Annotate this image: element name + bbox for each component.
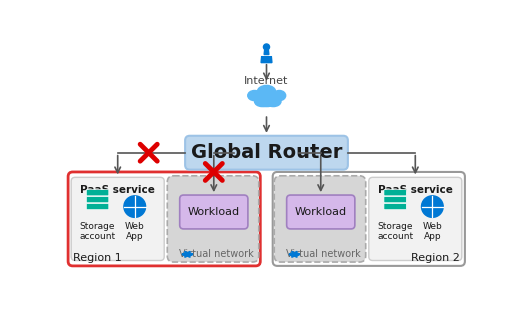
FancyBboxPatch shape bbox=[384, 204, 407, 210]
Ellipse shape bbox=[266, 96, 281, 107]
Polygon shape bbox=[264, 51, 269, 55]
Circle shape bbox=[293, 253, 295, 255]
FancyBboxPatch shape bbox=[274, 176, 366, 262]
Text: PaaS service: PaaS service bbox=[80, 185, 155, 195]
Text: Web
App: Web App bbox=[422, 222, 442, 241]
Circle shape bbox=[189, 253, 192, 255]
Circle shape bbox=[296, 253, 298, 255]
Text: Global Router: Global Router bbox=[191, 143, 342, 162]
Text: Internet: Internet bbox=[244, 76, 289, 86]
Ellipse shape bbox=[257, 85, 276, 99]
FancyBboxPatch shape bbox=[167, 176, 259, 262]
Text: Workload: Workload bbox=[188, 207, 240, 217]
Circle shape bbox=[290, 253, 292, 255]
Text: Region 2: Region 2 bbox=[411, 253, 460, 263]
Text: Storage
account: Storage account bbox=[80, 222, 115, 241]
Text: Workload: Workload bbox=[295, 207, 347, 217]
Circle shape bbox=[183, 253, 186, 255]
Text: Virtual network: Virtual network bbox=[179, 249, 254, 259]
Text: Storage
account: Storage account bbox=[377, 222, 413, 241]
Ellipse shape bbox=[256, 98, 277, 107]
FancyBboxPatch shape bbox=[384, 197, 407, 203]
FancyBboxPatch shape bbox=[86, 197, 109, 203]
Circle shape bbox=[186, 253, 189, 255]
Polygon shape bbox=[261, 57, 272, 63]
FancyBboxPatch shape bbox=[287, 195, 355, 229]
FancyBboxPatch shape bbox=[180, 195, 248, 229]
Circle shape bbox=[422, 196, 443, 217]
Text: Region 1: Region 1 bbox=[73, 253, 122, 263]
Circle shape bbox=[264, 44, 269, 50]
Text: PaaS service: PaaS service bbox=[378, 185, 453, 195]
Ellipse shape bbox=[248, 91, 262, 101]
Ellipse shape bbox=[273, 91, 285, 101]
FancyBboxPatch shape bbox=[384, 190, 407, 196]
Ellipse shape bbox=[255, 96, 270, 107]
Text: Virtual network: Virtual network bbox=[287, 249, 361, 259]
FancyBboxPatch shape bbox=[185, 136, 348, 170]
FancyBboxPatch shape bbox=[71, 177, 164, 260]
FancyBboxPatch shape bbox=[369, 177, 462, 260]
FancyBboxPatch shape bbox=[86, 204, 109, 210]
Circle shape bbox=[124, 196, 146, 217]
FancyBboxPatch shape bbox=[86, 190, 109, 196]
Text: Web
App: Web App bbox=[125, 222, 145, 241]
